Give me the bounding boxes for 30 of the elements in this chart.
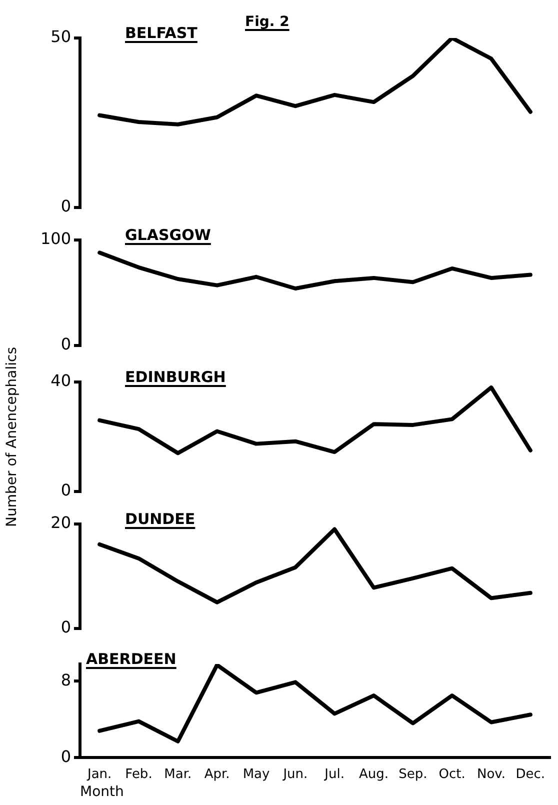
- y-tick-label: 0: [60, 334, 71, 354]
- x-tick-label: Mar.: [164, 766, 192, 782]
- chart-title: BELFAST: [125, 24, 198, 42]
- x-tick-label: Sep.: [398, 766, 428, 782]
- x-tick-label: Aug.: [358, 766, 389, 782]
- y-tick-label: 0: [60, 618, 71, 637]
- x-tick-label: Oct.: [438, 766, 466, 782]
- x-tick-label: Nov.: [477, 766, 506, 782]
- y-tick-label: 50: [50, 27, 71, 46]
- x-tick-label: Jul.: [324, 766, 344, 782]
- chart-title: DUNDEE: [125, 510, 196, 528]
- x-tick-label: Jun.: [282, 766, 308, 782]
- chart-title: ABERDEEN: [86, 650, 176, 668]
- y-tick-label: 100: [40, 229, 71, 248]
- y-axis-title: Number of Anencephalics: [4, 346, 20, 527]
- x-axis-title: Month: [80, 784, 124, 800]
- y-tick-label: 20: [50, 513, 71, 532]
- chart-title: EDINBURGH: [125, 368, 226, 386]
- x-tick-label: Apr.: [204, 766, 230, 782]
- y-tick-label: 0: [60, 196, 71, 216]
- y-tick-label: 0: [60, 480, 71, 500]
- x-tick-label: Feb.: [125, 766, 152, 782]
- y-tick-label: 0: [60, 746, 71, 766]
- y-tick-label: 40: [50, 371, 71, 390]
- x-tick-label: Dec.: [516, 766, 546, 782]
- y-tick-label: 8: [60, 670, 71, 690]
- chart-title: GLASGOW: [125, 226, 211, 244]
- x-tick-label: Jan.: [86, 766, 112, 782]
- x-tick-label: May: [242, 766, 270, 782]
- caption: Fig. 2: [245, 14, 290, 30]
